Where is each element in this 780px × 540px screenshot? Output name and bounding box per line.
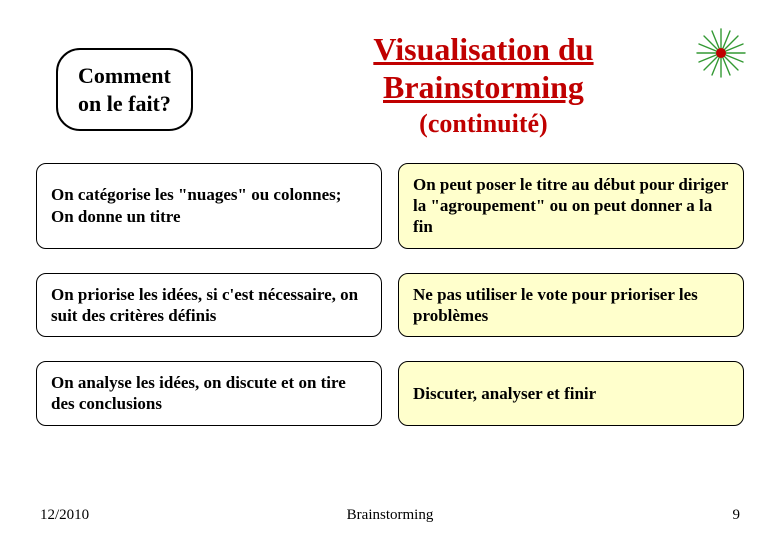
slide: Comment on le fait? Visualisation du Bra… [0, 0, 780, 540]
footer-center: Brainstorming [347, 507, 434, 524]
row-1: On catégorise les "nuages" ou colonnes; … [36, 163, 744, 249]
header: Comment on le fait? Visualisation du Bra… [36, 30, 744, 139]
row1-left-box: On catégorise les "nuages" ou colonnes; … [36, 163, 382, 249]
row2-right-box: Ne pas utiliser le vote pour prioriser l… [398, 273, 744, 338]
row1-right-box: On peut poser le titre au début pour dir… [398, 163, 744, 249]
question-box: Comment on le fait? [56, 48, 193, 131]
row1-right-text: On peut poser le titre au début pour dir… [413, 174, 729, 238]
row2-right-text: Ne pas utiliser le vote pour prioriser l… [413, 284, 729, 327]
title-line1: Visualisation du [223, 30, 744, 68]
question-line2: on le fait? [78, 90, 171, 118]
row3-right-text: Discuter, analyser et finir [413, 383, 596, 404]
row-2: On priorise les idées, si c'est nécessai… [36, 273, 744, 338]
row-3: On analyse les idées, on discute et on t… [36, 361, 744, 426]
row2-left-text: On priorise les idées, si c'est nécessai… [51, 284, 367, 327]
row3-right-box: Discuter, analyser et finir [398, 361, 744, 426]
footer-date: 12/2010 [40, 507, 89, 524]
row3-left-text: On analyse les idées, on discute et on t… [51, 372, 367, 415]
title-line2: Brainstorming [223, 68, 744, 106]
row2-left-box: On priorise les idées, si c'est nécessai… [36, 273, 382, 338]
question-line1: Comment [78, 62, 171, 90]
title-subtitle: (continuité) [223, 109, 744, 139]
footer-page: 9 [733, 507, 741, 524]
footer: 12/2010 Brainstorming 9 [0, 507, 780, 524]
row1-left-text: On catégorise les "nuages" ou colonnes; … [51, 184, 367, 227]
content-rows: On catégorise les "nuages" ou colonnes; … [36, 163, 744, 426]
row3-left-box: On analyse les idées, on discute et on t… [36, 361, 382, 426]
title-block: Visualisation du Brainstorming (continui… [223, 30, 744, 139]
spark-logo [694, 26, 748, 80]
